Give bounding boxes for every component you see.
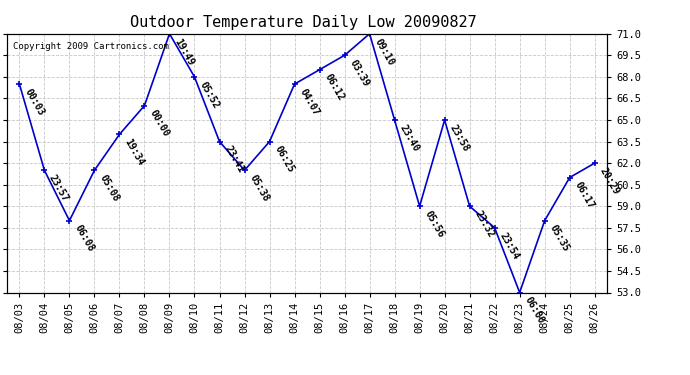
Text: 23:41: 23:41 — [222, 144, 246, 175]
Text: 19:34: 19:34 — [122, 137, 146, 168]
Text: 05:08: 05:08 — [97, 173, 121, 204]
Text: Outdoor Temperature Daily Low 20090827: Outdoor Temperature Daily Low 20090827 — [130, 15, 477, 30]
Text: 20:29: 20:29 — [598, 166, 621, 196]
Text: Copyright 2009 Cartronics.com: Copyright 2009 Cartronics.com — [13, 42, 169, 51]
Text: 00:03: 00:03 — [22, 87, 46, 117]
Text: 05:52: 05:52 — [197, 80, 221, 110]
Text: 06:25: 06:25 — [273, 144, 295, 175]
Text: 06:00: 06:00 — [522, 295, 546, 326]
Text: 06:08: 06:08 — [72, 224, 95, 254]
Text: 04:07: 04:07 — [297, 87, 321, 117]
Text: 09:10: 09:10 — [373, 36, 395, 67]
Text: 23:54: 23:54 — [497, 231, 521, 261]
Text: 00:00: 00:00 — [147, 108, 170, 139]
Text: 03:39: 03:39 — [347, 58, 371, 88]
Text: 23:40: 23:40 — [397, 123, 421, 153]
Text: 23:58: 23:58 — [447, 123, 471, 153]
Text: 23:57: 23:57 — [47, 173, 70, 204]
Text: 05:56: 05:56 — [422, 209, 446, 240]
Text: 06:12: 06:12 — [322, 72, 346, 103]
Text: 05:35: 05:35 — [547, 224, 571, 254]
Text: 06:17: 06:17 — [573, 180, 595, 211]
Text: 05:38: 05:38 — [247, 173, 270, 204]
Text: 23:32: 23:32 — [473, 209, 495, 240]
Text: 19:49: 19:49 — [172, 36, 195, 67]
